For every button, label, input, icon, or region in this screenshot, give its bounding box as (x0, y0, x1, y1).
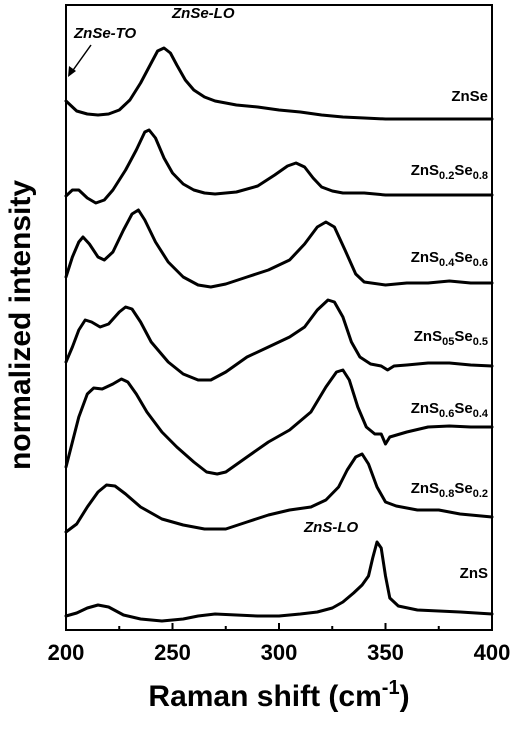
x-tick-label: 400 (474, 640, 511, 665)
series-label-5: ZnS0.6Se0.4 (411, 400, 489, 420)
x-tick-label: 250 (154, 640, 191, 665)
series-label-7: ZnS (460, 565, 488, 582)
annotation-znse-to: ZnSe-TO (73, 25, 137, 42)
annotation-arrowhead-icon (68, 66, 76, 77)
x-tick-label: 350 (367, 640, 404, 665)
x-tick-label: 300 (261, 640, 298, 665)
x-axis-title: Raman shift (cm-1) (148, 677, 409, 713)
series-label-2: ZnS0.2Se0.8 (411, 162, 488, 182)
spectrum-line-4 (64, 298, 494, 382)
annotation-znse-lo: ZnSe-LO (171, 5, 235, 22)
series-labels: ZnSe ZnS0.2Se0.8 ZnS0.4Se0.6 ZnS05Se0.5 ZnS0… (411, 88, 489, 582)
annotation-zns-lo: ZnS-LO (303, 519, 358, 536)
x-axis-ticks: 200 250 300 350 400 (48, 623, 511, 665)
spectra-curves (64, 46, 494, 623)
spectrum-line-7 (64, 540, 494, 623)
series-label-6: ZnS0.8Se0.2 (411, 480, 488, 500)
x-tick-label: 200 (48, 640, 85, 665)
y-axis-title: normalized intensity (4, 180, 37, 470)
spectrum-line-2 (64, 128, 494, 205)
series-label-1: ZnSe (451, 88, 488, 105)
series-label-3: ZnS0.4Se0.6 (411, 249, 488, 269)
series-label-4: ZnS05Se0.5 (414, 328, 488, 348)
spectrum-line-6 (64, 452, 494, 534)
annotation-arrow-line (70, 44, 92, 74)
spectrum-line-3 (64, 208, 494, 289)
spectrum-line-1 (64, 46, 494, 121)
spectrum-line-5 (64, 368, 494, 476)
